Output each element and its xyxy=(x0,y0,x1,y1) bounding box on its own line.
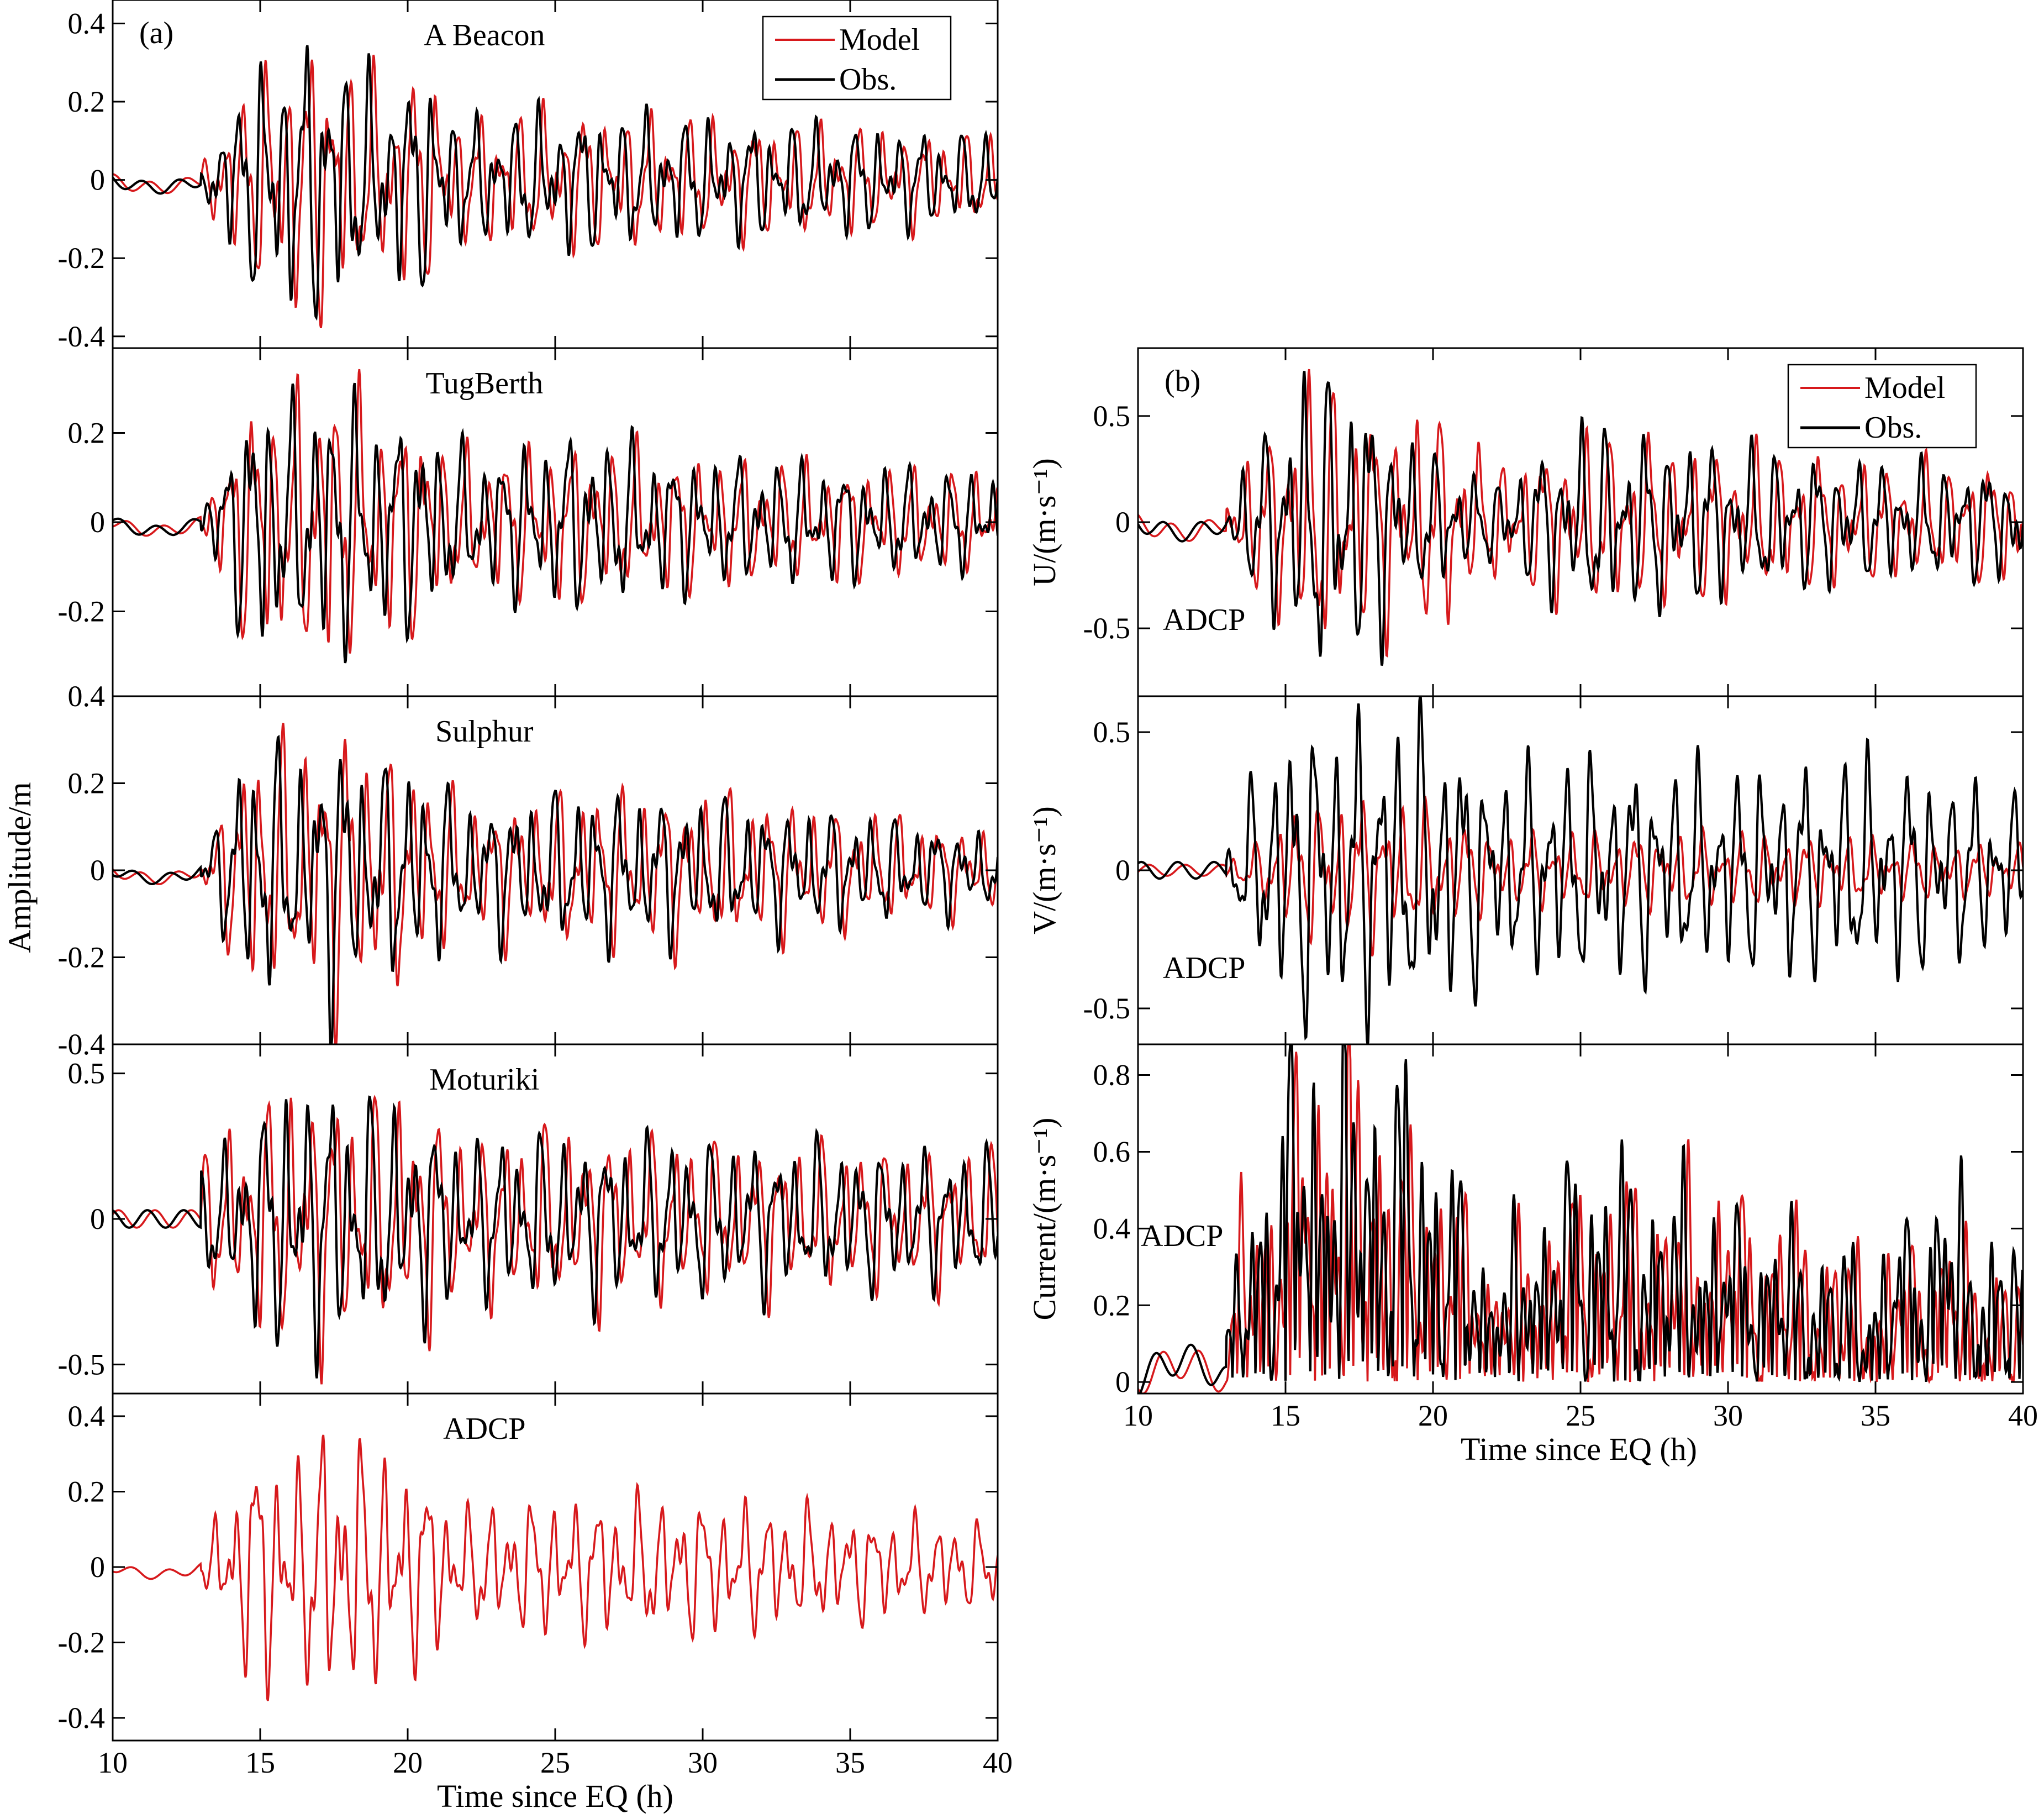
series-line-obs xyxy=(113,1095,998,1379)
y-tick-label: 0.2 xyxy=(68,85,106,118)
series-line-model xyxy=(1138,1044,2023,1394)
chart-panel-4: -0.5 0 0.5 Moturiki xyxy=(58,1043,999,1395)
series-line-model xyxy=(113,723,998,1044)
panel-title: A Beacon xyxy=(424,18,545,52)
panel-title: ADCP xyxy=(443,1412,525,1446)
series-line-obs xyxy=(113,734,998,1044)
series-line-model xyxy=(1138,795,2023,956)
legend-label: Obs. xyxy=(1864,411,1922,445)
y-tick-label: 0 xyxy=(90,1202,105,1236)
x-tick-label: 25 xyxy=(1566,1399,1595,1432)
series-line-obs xyxy=(113,382,998,664)
y-tick-label: 0 xyxy=(1115,1365,1130,1399)
axes-frame xyxy=(112,1392,999,1742)
series-line-obs xyxy=(1138,1044,2023,1394)
chart-panel-5: -0.4 -0.2 0 0.2 0.4 10 15 20 25 30 35 40 ADCP xyxy=(58,1392,1013,1779)
y-tick-label: 0 xyxy=(90,506,105,539)
x-tick-label: 30 xyxy=(688,1746,718,1779)
chart-panel-2: -0.2 0 0.2 TugBerth xyxy=(58,347,999,697)
right-x-axis-label: Time since EQ (h) xyxy=(1461,1431,1697,1467)
chart-panel-8: 0 0.2 0.4 0.6 0.8 10 15 20 25 30 35 40 ADCP Current/(… xyxy=(1026,1043,2038,1432)
series-line-model xyxy=(113,1095,998,1385)
y-tick-label: -0.5 xyxy=(58,1348,105,1381)
series-line-model xyxy=(113,1434,998,1701)
y-tick-label: -0.4 xyxy=(58,1028,105,1061)
y-tick-label: -0.4 xyxy=(58,1701,105,1734)
x-tick-label: 25 xyxy=(540,1746,570,1779)
y-axis-label: U/(m·s⁻¹) xyxy=(1026,458,1062,586)
legend-box xyxy=(762,15,952,101)
y-tick-label: 0.4 xyxy=(68,1400,106,1433)
legend: Model Obs. xyxy=(1787,364,1977,449)
panel-title: Moturiki xyxy=(429,1063,539,1097)
y-axis-label: V/(m·s⁻¹) xyxy=(1026,806,1062,934)
y-tick-label: 0 xyxy=(90,854,105,887)
y-tick-label: 0 xyxy=(1115,506,1130,539)
y-tick-label: 0 xyxy=(90,1550,105,1584)
panel-annotation: ADCP xyxy=(1163,951,1245,985)
series-line-obs xyxy=(1138,371,2023,666)
x-tick-label: 15 xyxy=(245,1746,275,1779)
y-tick-label: -0.5 xyxy=(1083,992,1130,1025)
y-tick-label: 0.5 xyxy=(1093,716,1131,749)
chart-panel-1: -0.4 -0.2 0 0.2 0.4 A Beacon (a) Model Obs. xyxy=(58,0,999,353)
legend: Model Obs. xyxy=(762,15,952,101)
y-tick-label: 0.2 xyxy=(68,767,106,800)
x-tick-label: 20 xyxy=(1418,1399,1448,1432)
chart-panel-7: -0.5 0 0.5 ADCP V/(m·s⁻¹) xyxy=(1026,695,2024,1045)
legend-box xyxy=(1787,364,1977,449)
panel-annotation: ADCP xyxy=(1141,1219,1223,1253)
legend-label: Obs. xyxy=(839,62,897,97)
panel-title: Sulphur xyxy=(435,714,534,749)
y-tick-label: 0.2 xyxy=(1093,1289,1131,1322)
y-tick-label: 0.5 xyxy=(1093,399,1131,433)
left-x-axis-label: Time since EQ (h) xyxy=(437,1778,673,1814)
y-tick-label: 0.5 xyxy=(68,1057,106,1090)
legend-label: Model xyxy=(1864,371,1945,405)
y-tick-label: 0.4 xyxy=(1093,1212,1131,1245)
legend-label: Model xyxy=(839,23,920,57)
y-tick-label: -0.4 xyxy=(58,320,105,353)
y-tick-label: 0.2 xyxy=(68,1475,106,1508)
x-tick-label: 30 xyxy=(1713,1399,1743,1432)
y-tick-label: -0.2 xyxy=(58,241,105,275)
panel-annotation: ADCP xyxy=(1163,603,1245,637)
x-tick-label: 35 xyxy=(1861,1399,1890,1432)
y-tick-label: -0.5 xyxy=(1083,612,1130,645)
y-tick-label: 0.8 xyxy=(1093,1059,1131,1092)
y-tick-label: 0.4 xyxy=(68,7,106,40)
left-y-axis-label: Amplitude/m xyxy=(2,782,38,953)
y-tick-label: -0.2 xyxy=(58,595,105,628)
y-tick-label: -0.2 xyxy=(58,941,105,974)
x-tick-label: 15 xyxy=(1271,1399,1300,1432)
chart-panel-3: -0.4 -0.2 0 0.2 0.4 Sulphur xyxy=(58,680,999,1061)
chart-panel-6: -0.5 0 0.5 (b) ADCP U/(m·s⁻¹) Model Obs. xyxy=(1026,347,2024,697)
series-line-model xyxy=(113,55,998,329)
panel-tag: (a) xyxy=(139,16,173,50)
x-tick-label: 40 xyxy=(983,1746,1013,1779)
x-tick-label: 35 xyxy=(835,1746,865,1779)
y-tick-label: 0.6 xyxy=(1093,1135,1131,1168)
x-tick-label: 10 xyxy=(98,1746,128,1779)
x-tick-label: 10 xyxy=(1123,1399,1153,1432)
x-tick-label: 20 xyxy=(393,1746,423,1779)
y-tick-label: 0 xyxy=(1115,854,1130,887)
y-tick-label: 0.4 xyxy=(68,680,106,713)
x-tick-label: 40 xyxy=(2008,1399,2038,1432)
panels-layer: -0.4 -0.2 0 0.2 0.4 A Beacon (a) Model Obs. -0.2 0… xyxy=(58,0,2038,1779)
y-tick-label: 0 xyxy=(90,164,105,197)
panel-title: TugBerth xyxy=(426,366,544,401)
y-tick-label: -0.2 xyxy=(58,1626,105,1659)
panel-tag: (b) xyxy=(1165,364,1200,398)
y-tick-label: 0.2 xyxy=(68,416,106,449)
series-line-obs xyxy=(113,45,998,321)
y-axis-label: Current/(m·s⁻¹) xyxy=(1026,1118,1062,1321)
series-line-obs xyxy=(1138,696,2023,1044)
